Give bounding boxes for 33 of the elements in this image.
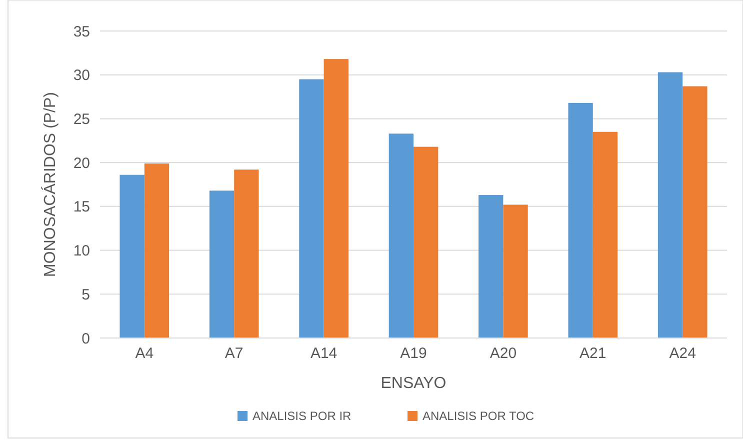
bar (592, 132, 618, 338)
y-axis-title: MONOSACÁRIDOS (P/P) (41, 92, 59, 277)
x-tick-label: A7 (224, 345, 244, 362)
x-axis-title: ENSAYO (380, 375, 446, 392)
bar (120, 174, 144, 338)
y-tick-label: 35 (73, 23, 90, 40)
bar (478, 195, 504, 338)
y-tick-label: 5 (82, 286, 90, 304)
bar (682, 86, 708, 338)
bar (503, 204, 528, 338)
bar (414, 146, 438, 338)
legend-label: ANALISIS POR IR (252, 409, 352, 424)
x-tick-label: A14 (310, 345, 338, 362)
x-tick-label: A21 (580, 345, 606, 362)
bar (234, 170, 259, 338)
bar (388, 134, 414, 338)
bar (658, 72, 683, 338)
y-tick-label: 30 (73, 67, 90, 84)
y-tick-label: 15 (73, 198, 90, 216)
bar (324, 59, 348, 338)
x-tick-label: A24 (669, 345, 696, 362)
bar (209, 190, 234, 338)
bar (568, 102, 593, 338)
legend-label: ANALISIS POR TOC (422, 409, 534, 424)
x-tick-label: A20 (490, 345, 517, 362)
bar (299, 79, 324, 338)
x-tick-label: A19 (400, 345, 427, 362)
y-tick-label: 10 (73, 242, 90, 260)
y-tick-label: 20 (73, 154, 90, 172)
bar (144, 163, 170, 338)
y-tick-label: 25 (73, 110, 90, 128)
y-tick-label: 0 (82, 330, 90, 348)
x-tick-label: A4 (135, 345, 154, 362)
